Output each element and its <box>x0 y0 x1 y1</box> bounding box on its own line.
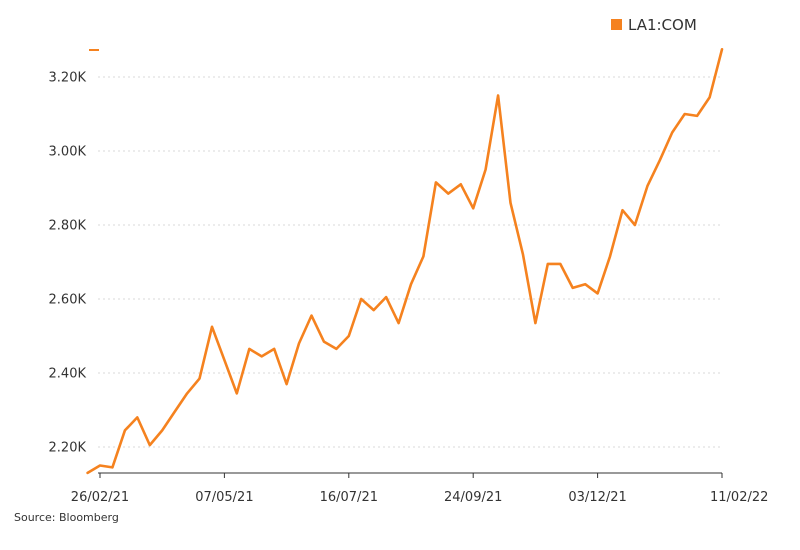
x-tick-label: 03/12/21 <box>568 490 626 505</box>
source-text: Source: Bloomberg <box>14 511 119 524</box>
x-tick-label: 16/07/21 <box>320 490 378 505</box>
legend-swatch <box>611 19 622 30</box>
x-tick-label: 26/02/21 <box>71 490 129 505</box>
x-tick-label: 11/02/22 <box>710 490 768 505</box>
x-tick-label: 07/05/21 <box>195 490 253 505</box>
x-tick-label: 24/09/21 <box>444 490 502 505</box>
legend: LA1:COM <box>611 16 697 34</box>
y-tick-label: 3.20K <box>49 71 87 86</box>
x-axis: 26/02/21 07/05/21 16/07/21 24/09/21 03/12/21… <box>71 472 768 505</box>
series-layer <box>86 47 724 475</box>
legend-label: LA1:COM <box>628 16 697 34</box>
y-axis: 2.20K 2.40K 2.60K 2.80K 3.00K 3.20K <box>49 71 87 456</box>
series-line <box>86 47 724 475</box>
y-tick-label: 2.60K <box>49 293 87 308</box>
y-tick-label: 2.40K <box>49 367 87 382</box>
y-tick-label: 3.00K <box>49 145 87 160</box>
grid-lines <box>98 76 722 448</box>
corner-marker <box>89 49 99 51</box>
y-tick-label: 2.80K <box>49 219 87 234</box>
y-tick-label: 2.20K <box>49 441 87 456</box>
